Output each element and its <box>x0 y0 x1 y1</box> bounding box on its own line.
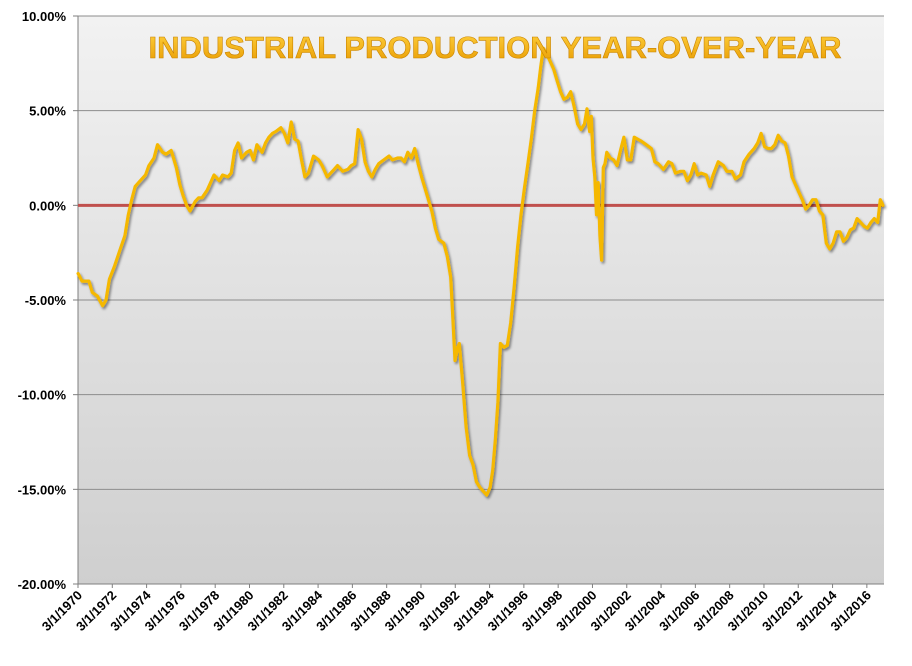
y-tick-label: 5.00% <box>29 104 66 119</box>
series <box>76 46 885 497</box>
y-tick-label: -15.00% <box>18 482 67 497</box>
series-line <box>76 46 885 497</box>
y-axis-ticks: 10.00% 5.00% 0.00% -5.00% -10.00% -15.00% -20.… <box>18 9 78 592</box>
y-tick-label: -5.00% <box>25 293 67 308</box>
chart-title: INDUSTRIAL PRODUCTION YEAR-OVER-YEAR <box>149 30 842 65</box>
y-tick-label: -10.00% <box>18 388 67 403</box>
y-tick-label: 10.00% <box>22 9 67 24</box>
y-tick-label: 0.00% <box>29 198 66 213</box>
y-tick-label: -20.00% <box>18 577 67 592</box>
